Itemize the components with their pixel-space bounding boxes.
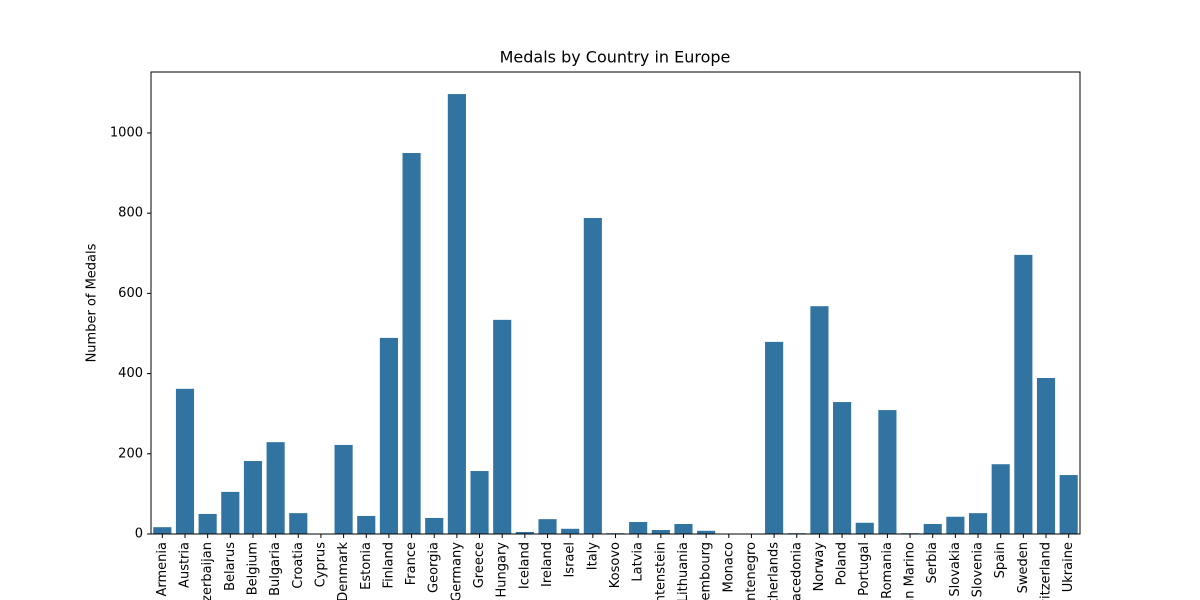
x-tick-label: Greece xyxy=(472,542,487,588)
chart-title: Medals by Country in Europe xyxy=(500,48,731,67)
bar xyxy=(1059,475,1078,534)
bar xyxy=(447,94,466,535)
x-tick-label: Lithuania xyxy=(676,542,691,600)
x-tick-label: North Macedonia xyxy=(789,542,804,600)
x-tick-label: Finland xyxy=(381,542,396,588)
bar xyxy=(357,515,376,534)
x-tick-label: Switzerland xyxy=(1039,542,1054,600)
bar xyxy=(923,523,942,534)
bar xyxy=(810,306,829,534)
x-tick-label: Denmark xyxy=(336,542,351,600)
bar xyxy=(946,516,965,534)
x-tick-label: Belarus xyxy=(223,542,238,591)
x-tick-label: Monaco xyxy=(721,542,736,593)
bar xyxy=(878,410,897,534)
x-tick-label: Portugal xyxy=(857,542,872,596)
bar xyxy=(697,530,716,534)
x-tick-label: Iceland xyxy=(517,542,532,589)
bar xyxy=(379,337,398,534)
x-tick-label: Latvia xyxy=(631,542,646,582)
x-tick-label: Cyprus xyxy=(313,542,328,588)
x-tick-label: Armenia xyxy=(155,542,170,597)
bar xyxy=(425,517,444,534)
y-tick-label: 400 xyxy=(118,366,143,381)
bar xyxy=(651,529,670,534)
x-tick-label: Azerbaijan xyxy=(200,542,215,600)
bar xyxy=(515,531,534,534)
bar xyxy=(674,523,693,534)
bar xyxy=(266,442,285,534)
bar xyxy=(855,522,874,534)
bar xyxy=(153,527,172,534)
bar xyxy=(538,519,557,534)
x-tick-label: San Marino xyxy=(903,542,918,600)
x-tick-label: Liechtenstein xyxy=(653,542,668,600)
x-tick-label: France xyxy=(404,542,419,585)
bar xyxy=(470,471,489,534)
bar xyxy=(991,464,1010,534)
bar xyxy=(561,528,580,534)
x-tick-label: Bulgaria xyxy=(268,542,283,596)
bar xyxy=(493,319,512,534)
x-tick-label: Spain xyxy=(993,542,1008,578)
bar xyxy=(289,513,308,534)
bar xyxy=(334,444,353,534)
bar xyxy=(198,513,217,534)
y-tick-label: 0 xyxy=(135,527,143,542)
bar xyxy=(221,491,240,534)
x-tick-label: Romania xyxy=(880,542,895,599)
x-tick-label: Netherlands xyxy=(767,542,782,600)
x-tick-label: Estonia xyxy=(359,542,374,590)
x-tick-label: Sweden xyxy=(1016,542,1031,593)
y-tick-label: 200 xyxy=(118,446,143,461)
bar xyxy=(583,217,602,534)
bar xyxy=(1036,377,1056,534)
x-tick-label: Israel xyxy=(563,542,578,578)
bar xyxy=(833,402,852,534)
bar xyxy=(765,341,784,534)
y-tick-label: 600 xyxy=(118,286,143,301)
axes-frame xyxy=(150,71,1081,535)
x-tick-label: Georgia xyxy=(427,542,442,593)
bar xyxy=(175,388,195,534)
x-tick-label: Kosovo xyxy=(608,542,623,588)
x-tick-label: Serbia xyxy=(925,542,940,583)
y-tick-label: 1000 xyxy=(110,125,143,140)
y-axis-label: Number of Medals xyxy=(85,243,100,362)
x-tick-label: Ireland xyxy=(540,542,555,587)
x-tick-label: Austria xyxy=(177,542,192,588)
x-tick-label: Slovakia xyxy=(948,542,963,597)
y-tick-label: 800 xyxy=(118,206,143,221)
x-tick-label: Germany xyxy=(449,542,464,600)
x-tick-label: Poland xyxy=(835,542,850,585)
bar xyxy=(629,521,648,534)
bar xyxy=(1014,254,1033,534)
x-tick-label: Italy xyxy=(585,542,600,571)
x-tick-label: Hungary xyxy=(495,542,510,598)
x-tick-label: Luxembourg xyxy=(699,542,714,600)
x-tick-label: Montenegro xyxy=(744,542,759,600)
bar xyxy=(968,513,988,534)
plot-area: 0 200 400 600 800 1000 Armenia Austria Azerbaija… xyxy=(110,94,1078,600)
x-tick-label: Norway xyxy=(812,542,827,592)
bar xyxy=(402,153,421,534)
x-tick-label: Ukraine xyxy=(1061,542,1076,592)
bar xyxy=(243,461,263,534)
x-tick-label: Croatia xyxy=(291,542,306,589)
x-tick-label: Belgium xyxy=(245,542,260,595)
x-tick-label: Slovenia xyxy=(971,542,986,597)
